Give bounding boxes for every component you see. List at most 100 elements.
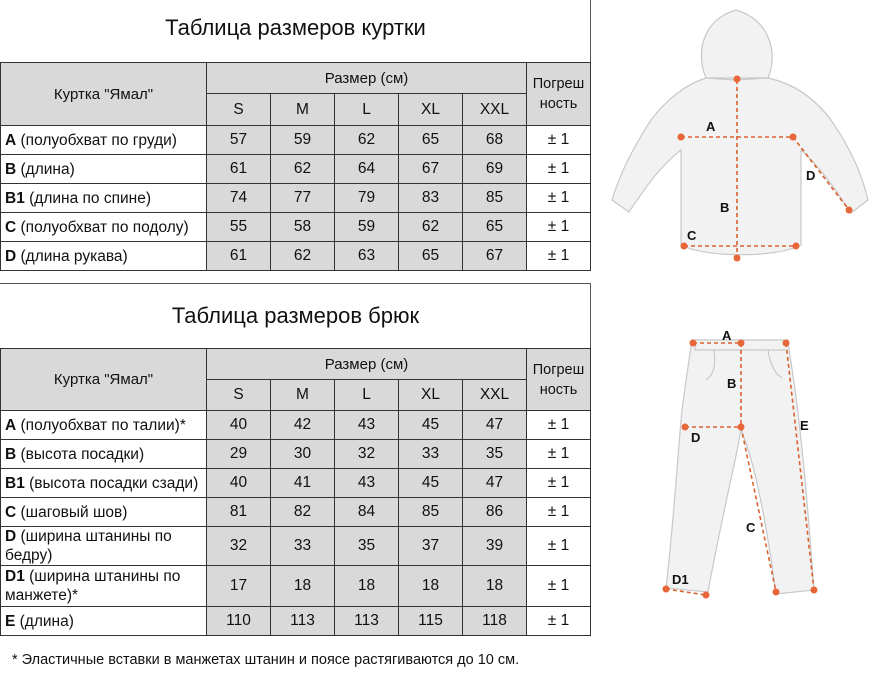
size-S: S xyxy=(206,379,271,411)
row-label: D (ширина штанины по бедру) xyxy=(0,526,207,566)
row-code: B1 xyxy=(5,474,25,492)
tolerance-header-text: Погреш ность xyxy=(533,76,585,112)
value-cell: 62 xyxy=(334,125,399,155)
row-description: (высота посадки сзади) xyxy=(24,474,199,492)
pants-frame-right xyxy=(590,283,591,349)
value-cell: 59 xyxy=(270,125,335,155)
pants-size-table: Куртка "Ямал" Размер (см) Погреш ность S … xyxy=(0,348,591,636)
tolerance-cell: ± 1 xyxy=(526,526,591,566)
tolerance-header-line2: ность xyxy=(539,96,578,112)
value-cell: 17 xyxy=(206,565,271,607)
table-row: D1 (ширина штанины по манжете)* 17 18 18 18 1… xyxy=(0,565,591,607)
pants-diagram: A B C D D1 E xyxy=(662,328,818,599)
table-row: B1 (высота посадки сзади) 40 41 43 45 47 ± 1 xyxy=(0,468,591,498)
size-M: M xyxy=(270,93,335,126)
size-L: L xyxy=(334,379,399,411)
value-cell: 33 xyxy=(398,439,463,469)
value-cell: 113 xyxy=(270,606,335,636)
row-code: B xyxy=(5,445,17,463)
value-cell: 45 xyxy=(398,410,463,440)
size-XL: XL xyxy=(398,379,463,411)
table-row: B (длина) 61 62 64 67 69 ± 1 xyxy=(0,154,591,184)
row-label: E (длина) xyxy=(0,606,207,636)
tolerance-header: Погреш ность xyxy=(526,62,591,126)
tolerance-cell: ± 1 xyxy=(526,497,591,527)
value-cell: 29 xyxy=(206,439,271,469)
value-cell: 32 xyxy=(206,526,271,566)
row-description: (полуобхват по подолу) xyxy=(16,218,189,236)
value-cell: 35 xyxy=(334,526,399,566)
value-cell: 85 xyxy=(462,183,527,213)
value-cell: 62 xyxy=(270,241,335,271)
value-cell: 43 xyxy=(334,410,399,440)
row-label: B1 (длина по спине) xyxy=(0,183,207,213)
tolerance-cell: ± 1 xyxy=(526,154,591,184)
tolerance-header-line1: Погреш xyxy=(532,361,585,378)
size-header: Размер (см) xyxy=(206,62,527,94)
row-label: D1 (ширина штанины по манжете)* xyxy=(0,565,207,607)
size-XL: XL xyxy=(398,93,463,126)
value-cell: 62 xyxy=(398,212,463,242)
row-description: (длина) xyxy=(15,612,74,630)
size-row: S M L XL XXL xyxy=(1,93,591,126)
row-code: D xyxy=(5,247,17,265)
size-XXL: XXL xyxy=(462,379,527,411)
value-cell: 43 xyxy=(334,468,399,498)
value-cell: 115 xyxy=(398,606,463,636)
size-XXL: XXL xyxy=(462,93,527,126)
value-cell: 32 xyxy=(334,439,399,469)
value-cell: 68 xyxy=(462,125,527,155)
tolerance-cell: ± 1 xyxy=(526,241,591,271)
row-label: B (длина) xyxy=(0,154,207,184)
row-description: (ширина штанины по бедру) xyxy=(5,528,172,564)
row-code: E xyxy=(5,612,16,630)
row-code: B1 xyxy=(5,189,25,207)
value-cell: 63 xyxy=(334,241,399,271)
jacket-label-B: B xyxy=(720,200,729,215)
value-cell: 58 xyxy=(270,212,335,242)
pants-label-D: D xyxy=(691,430,700,445)
row-label: C (полуобхват по подолу) xyxy=(0,212,207,242)
pants-label-B: B xyxy=(727,376,736,391)
value-cell: 62 xyxy=(270,154,335,184)
value-cell: 45 xyxy=(398,468,463,498)
value-cell: 113 xyxy=(334,606,399,636)
row-code: A xyxy=(5,131,17,149)
table-row: C (полуобхват по подолу) 55 58 59 62 65 ± 1 xyxy=(0,212,591,242)
jacket-label-D: D xyxy=(806,168,815,183)
row-label: D (длина рукава) xyxy=(0,241,207,271)
value-cell: 86 xyxy=(462,497,527,527)
value-cell: 42 xyxy=(270,410,335,440)
row-label: A (полуобхват по талии)* xyxy=(0,410,207,440)
pants-label-D1: D1 xyxy=(672,572,689,587)
tolerance-cell: ± 1 xyxy=(526,439,591,469)
table-row: D (ширина штанины по бедру) 32 33 35 37 39 ± 1 xyxy=(0,526,591,566)
row-label: C (шаговый шов) xyxy=(0,497,207,527)
row-label: B (высота посадки) xyxy=(0,439,207,469)
value-cell: 47 xyxy=(462,468,527,498)
size-row: S M L XL XXL xyxy=(1,379,591,411)
pants-measure-lines xyxy=(665,342,815,596)
value-cell: 40 xyxy=(206,468,271,498)
jacket-measure-points xyxy=(677,75,853,262)
pants-label-E: E xyxy=(800,418,809,433)
value-cell: 81 xyxy=(206,497,271,527)
value-cell: 47 xyxy=(462,410,527,440)
value-cell: 65 xyxy=(462,212,527,242)
jacket-size-table: Куртка "Ямал" Размер (см) Погреш ность S … xyxy=(0,62,591,271)
tolerance-cell: ± 1 xyxy=(526,410,591,440)
value-cell: 61 xyxy=(206,154,271,184)
row-description: (полуобхват по груди) xyxy=(16,131,177,149)
tolerance-header-line2: ность xyxy=(539,381,578,398)
jacket-measure-lines xyxy=(681,80,850,258)
value-cell: 67 xyxy=(462,241,527,271)
value-cell: 79 xyxy=(334,183,399,213)
value-cell: 65 xyxy=(398,125,463,155)
value-cell: 83 xyxy=(398,183,463,213)
value-cell: 61 xyxy=(206,241,271,271)
value-cell: 18 xyxy=(398,565,463,607)
tolerance-cell: ± 1 xyxy=(526,183,591,213)
tolerance-cell: ± 1 xyxy=(526,606,591,636)
value-cell: 84 xyxy=(334,497,399,527)
pants-title: Таблица размеров брюк xyxy=(171,303,420,328)
